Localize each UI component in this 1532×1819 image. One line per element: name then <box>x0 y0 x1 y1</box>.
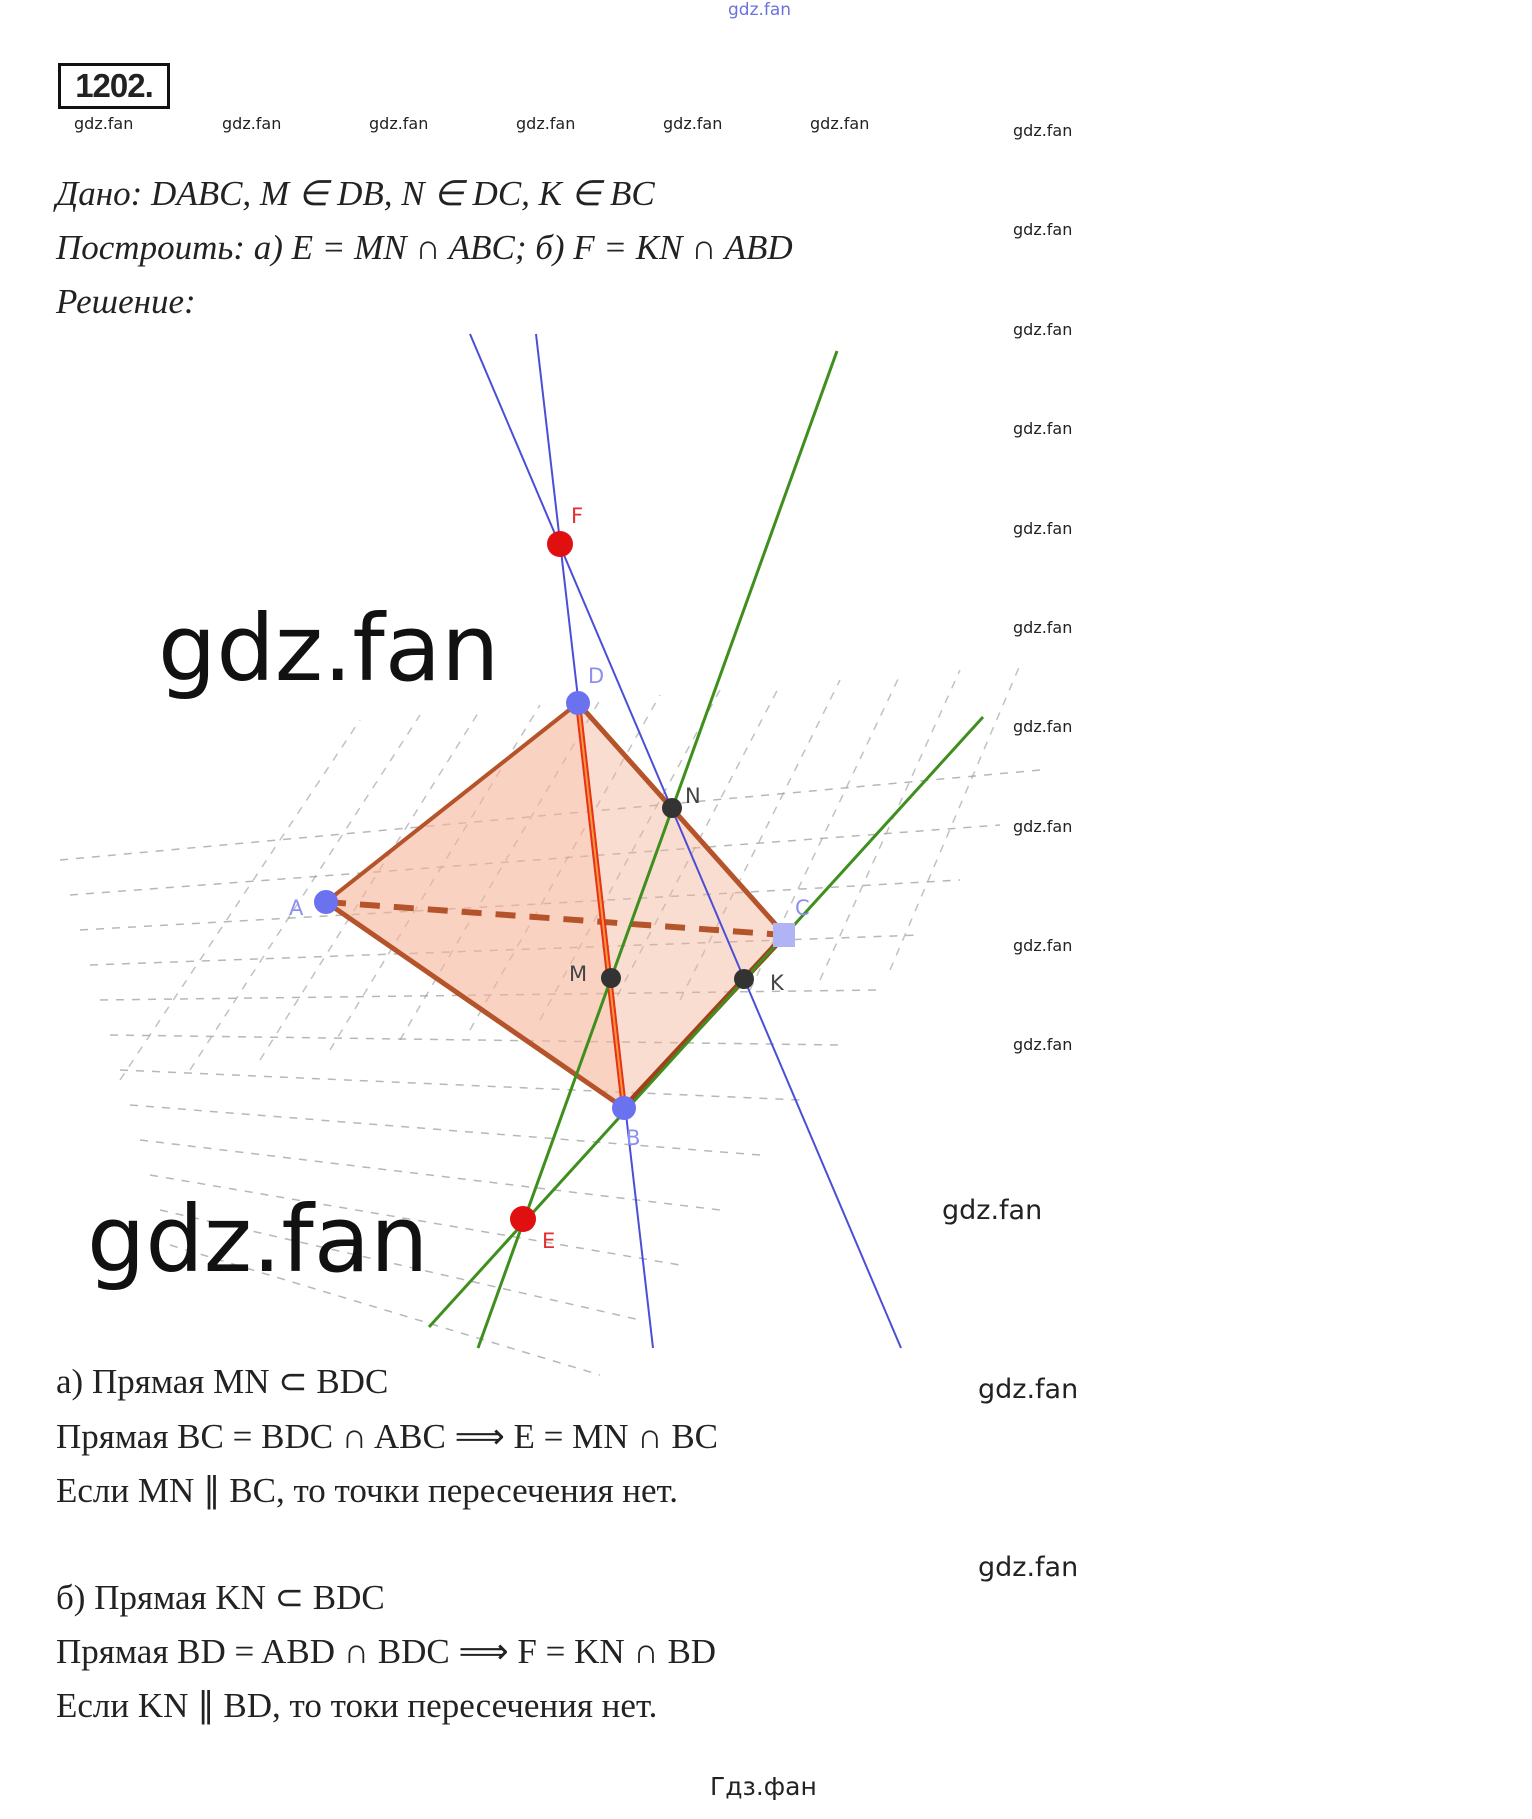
edge-ad <box>324 701 580 904</box>
grid-line <box>119 1069 801 1101</box>
watermark-mid-2: gdz.fan <box>978 1374 1079 1405</box>
watermark-row-item: gdz.fan <box>516 114 576 133</box>
grid-line <box>679 679 841 1001</box>
label-e: E <box>542 1229 555 1253</box>
watermark-column-item: gdz.fan <box>1013 320 1073 339</box>
line-mn <box>476 350 839 1349</box>
label-m: M <box>569 962 587 986</box>
grid-line <box>159 1209 641 1321</box>
point-b[interactable] <box>612 1096 636 1120</box>
edge-ab <box>324 899 626 1111</box>
watermark-mid-1: gdz.fan <box>942 1195 1043 1226</box>
watermark-column-item: gdz.fan <box>1013 519 1073 538</box>
construct-text: : а) E = MN ∩ ABC; б) F = KN ∩ ABD <box>233 228 793 267</box>
grid-line <box>129 1104 761 1156</box>
label-f: F <box>571 504 583 528</box>
watermark-column-item: gdz.fan <box>1013 121 1073 140</box>
watermark-top: gdz.fan <box>728 0 792 20</box>
watermark-column-item: gdz.fan <box>1013 220 1073 239</box>
watermark-row-item: gdz.fan <box>810 114 870 133</box>
construct-line: Построить: а) E = MN ∩ ABC; б) F = KN ∩ … <box>56 228 793 268</box>
given-text: : DABC, M ∈ DB, N ∈ DC, K ∈ BC <box>130 174 655 213</box>
point-m[interactable] <box>601 968 621 988</box>
grid-line <box>79 879 961 931</box>
point-e[interactable] <box>510 1206 536 1232</box>
label-a: A <box>289 896 304 920</box>
grid-line <box>819 669 961 981</box>
solution-a-line-3: Если MN ∥ BC, то точки пересечения нет. <box>56 1471 678 1510</box>
face-bdc <box>578 703 785 1108</box>
grid-line <box>609 684 781 1011</box>
point-c[interactable] <box>773 923 795 947</box>
watermark-mid-3: gdz.fan <box>978 1552 1079 1583</box>
edge-dc <box>576 701 787 937</box>
point-f[interactable] <box>547 531 573 557</box>
point-d[interactable] <box>566 691 590 715</box>
watermark-column-item: gdz.fan <box>1013 717 1073 736</box>
edge-db-highlight <box>577 702 625 1109</box>
label-n: N <box>685 784 701 808</box>
grid-line <box>189 714 421 1071</box>
solution-b-line-3: Если KN ∥ BD, то токи пересечения нет. <box>56 1686 658 1725</box>
solution-a-line-2: Прямая BC = BDC ∩ ABC ⟹ E = MN ∩ BC <box>56 1417 719 1456</box>
watermark-row-item: gdz.fan <box>74 114 134 133</box>
watermark-big-1: gdz.fan <box>158 595 500 702</box>
grid-line <box>749 674 901 991</box>
point-n[interactable] <box>662 798 682 818</box>
label-b: B <box>626 1126 640 1150</box>
grid-line <box>169 1244 601 1376</box>
label-c: C <box>795 896 810 920</box>
grid-line <box>889 664 1021 971</box>
watermark-big-2: gdz.fan <box>87 1186 429 1293</box>
given-line: Дано: DABC, M ∈ DB, N ∈ DC, K ∈ BC <box>56 174 655 214</box>
edge-ac <box>325 899 786 938</box>
watermark-column-item: gdz.fan <box>1013 817 1073 836</box>
watermark-bottom: Гдз.фан <box>710 1772 817 1801</box>
solution-b-line-1: б) Прямая KN ⊂ BDC <box>56 1578 385 1617</box>
grid-line <box>109 1034 841 1046</box>
point-a[interactable] <box>314 890 338 914</box>
solution-label: Решение: <box>56 282 196 321</box>
watermark-row-item: gdz.fan <box>663 114 723 133</box>
label-k: K <box>770 971 785 995</box>
line-kn <box>469 333 902 1349</box>
solution-b-line-2: Прямая BD = ABD ∩ BDC ⟹ F = KN ∩ BD <box>56 1632 717 1671</box>
solution-a-line-1: а) Прямая MN ⊂ BDC <box>56 1362 389 1401</box>
grid-line <box>139 1139 721 1211</box>
watermark-column-item: gdz.fan <box>1013 1035 1073 1054</box>
watermark-column-item: gdz.fan <box>1013 419 1073 438</box>
watermark-row-item: gdz.fan <box>222 114 282 133</box>
grid-line <box>259 709 481 1061</box>
watermark-column-item: gdz.fan <box>1013 618 1073 637</box>
problem-number: 1202. <box>58 63 170 109</box>
watermark-row-item: gdz.fan <box>369 114 429 133</box>
given-label: Дано <box>56 174 131 213</box>
watermark-column-item: gdz.fan <box>1013 936 1073 955</box>
point-k[interactable] <box>734 969 754 989</box>
construct-label: Построить <box>56 228 234 267</box>
label-d: D <box>588 664 604 688</box>
grid-line <box>59 769 1041 861</box>
face-abd <box>326 703 624 1108</box>
